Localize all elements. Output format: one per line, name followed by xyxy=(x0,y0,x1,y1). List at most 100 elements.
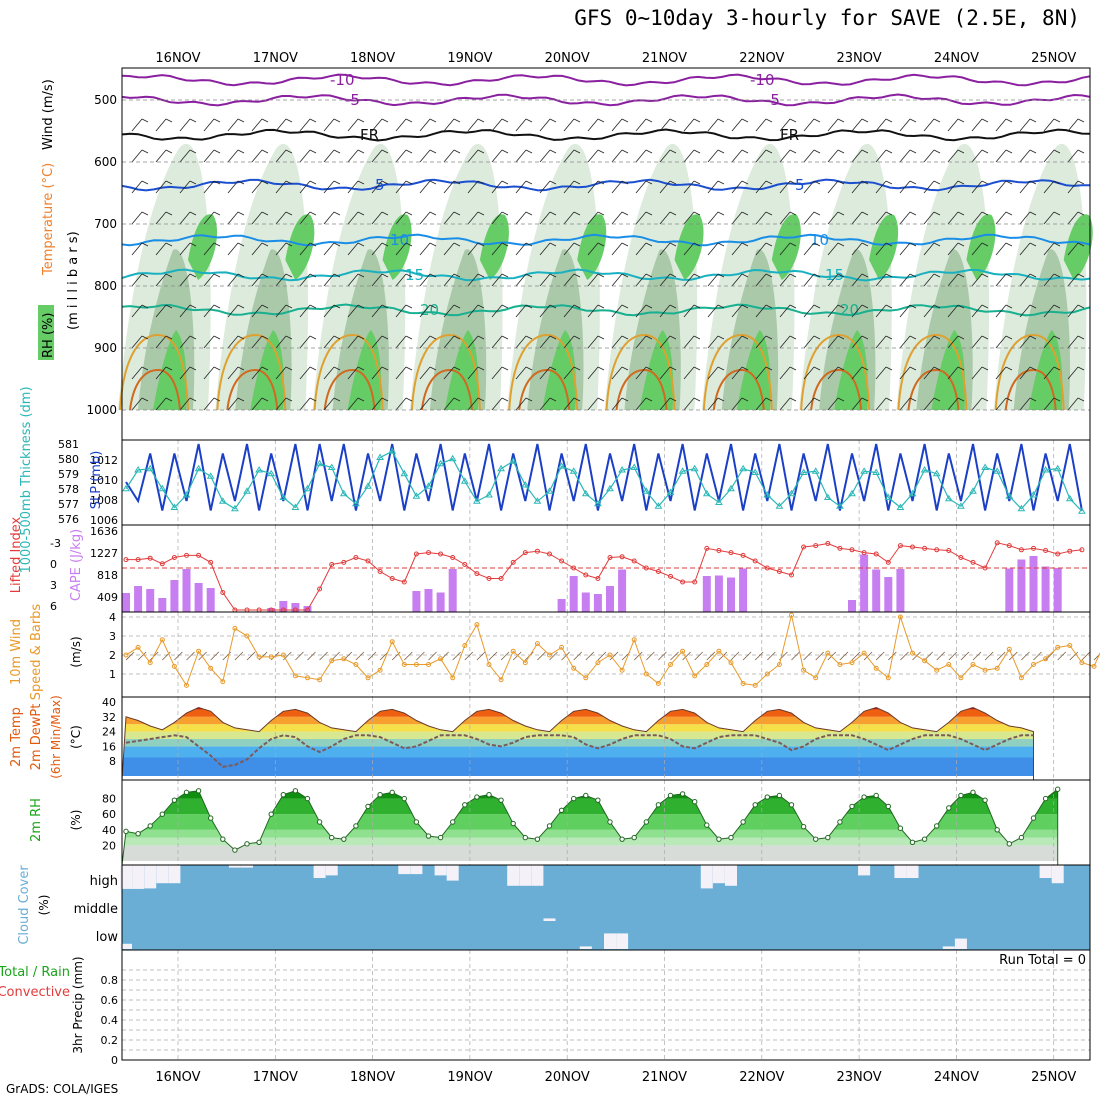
wind-speed-point xyxy=(946,662,952,667)
rh-tick-label: 60 xyxy=(102,808,116,821)
wind-barb xyxy=(597,335,605,340)
cloud-high-bar xyxy=(725,865,737,886)
wind-barb xyxy=(659,397,671,411)
rh-point xyxy=(1006,841,1012,847)
wind-barb xyxy=(861,242,869,247)
wind-barb xyxy=(1019,335,1031,349)
cape-bar xyxy=(279,601,288,612)
slp-tick-label: 1012 xyxy=(90,454,118,467)
wind-barb xyxy=(381,273,389,278)
wind-barb xyxy=(659,335,671,349)
wind-barb xyxy=(645,180,653,185)
wind-barb xyxy=(1053,397,1061,402)
cape-bar xyxy=(569,576,578,612)
precip-total-label: Total / Rain xyxy=(0,965,70,980)
wind-barb xyxy=(539,118,551,132)
wind-barb xyxy=(1067,149,1079,163)
wind-barb xyxy=(851,366,863,380)
wind-barb xyxy=(343,651,353,661)
wind-barb xyxy=(731,149,743,163)
wind-barb xyxy=(981,335,989,340)
thickness-point xyxy=(412,492,421,499)
wind-barb xyxy=(659,149,671,163)
wind-barb xyxy=(261,397,269,402)
wind-barb xyxy=(1033,651,1042,661)
lifted-index-point xyxy=(704,545,710,551)
wind-barb xyxy=(357,335,365,340)
wind-speed-point xyxy=(377,667,383,673)
rh-area xyxy=(674,214,704,280)
wind-barb xyxy=(251,273,263,287)
wind-speed-point xyxy=(184,682,189,688)
rh-point xyxy=(825,834,831,841)
wind-barb xyxy=(275,397,287,411)
lifted-index-point xyxy=(631,558,637,564)
thickness-tick-label: 576 xyxy=(58,513,79,526)
wind-barb xyxy=(141,242,149,247)
wind-barb xyxy=(477,397,485,402)
wind-barb xyxy=(251,242,263,256)
isotherm-label: 15 xyxy=(825,266,844,284)
wind-barb xyxy=(251,118,263,132)
rh-point xyxy=(595,797,601,803)
wind-barb xyxy=(765,273,773,278)
rh-label: RH (%) xyxy=(41,313,56,358)
wind-barb xyxy=(707,242,719,256)
precip-tick-label: 0.8 xyxy=(101,974,119,987)
wind-barb xyxy=(621,366,629,371)
rh-point xyxy=(546,823,553,829)
wind-barb xyxy=(299,149,311,163)
wind-barb xyxy=(1043,118,1055,132)
wind-speed-point xyxy=(764,671,770,677)
wind-barb xyxy=(947,211,959,225)
wind-barb xyxy=(395,366,407,380)
rh-point xyxy=(813,836,819,842)
wind-barb xyxy=(237,149,245,154)
wind-barb xyxy=(189,335,197,340)
wind-barb xyxy=(539,335,551,349)
wind-barb xyxy=(453,335,461,340)
wind-barb xyxy=(323,242,335,256)
rh-point xyxy=(171,797,178,803)
wind-barb xyxy=(1005,149,1013,154)
wind-barb xyxy=(573,180,581,185)
rh-point xyxy=(353,823,359,829)
slp-tick-label: 1010 xyxy=(90,474,118,487)
wind-barb xyxy=(837,335,845,340)
wind-barb xyxy=(203,335,215,349)
wind-barb xyxy=(875,651,885,661)
wind-barb xyxy=(899,397,911,411)
wind-barb xyxy=(355,651,365,661)
wind-barb xyxy=(1053,180,1061,185)
wind-barb xyxy=(957,180,965,185)
wind-barb xyxy=(694,651,703,661)
wind-barb xyxy=(717,180,725,185)
wind-barb xyxy=(246,651,256,661)
cape-bar xyxy=(448,569,457,612)
lifted-index-point xyxy=(668,573,673,579)
wind-speed-point xyxy=(1018,675,1024,681)
wind-barb xyxy=(285,242,293,247)
cloud-axis-label: Cloud Cover xyxy=(17,865,32,945)
wind-barb xyxy=(131,304,143,318)
wind-speed-point xyxy=(135,644,141,650)
wind-barb xyxy=(186,651,195,661)
temp-band xyxy=(122,739,1034,747)
wind-barb xyxy=(203,273,215,287)
rh-point xyxy=(292,788,299,794)
wind-barb xyxy=(467,149,479,163)
wind-barb xyxy=(885,366,893,371)
wind-barb xyxy=(467,273,479,287)
rh-tick-label: 80 xyxy=(102,793,116,806)
wind-speed-point xyxy=(861,650,867,656)
wind-barb xyxy=(1019,242,1031,256)
wind-barb xyxy=(717,211,725,216)
lifted-index-point xyxy=(135,557,141,563)
wind-barb xyxy=(587,242,599,256)
wind-speed-point xyxy=(704,662,710,667)
pressure-tick-label: 1000 xyxy=(86,403,117,417)
wind-speed-point xyxy=(631,637,637,643)
wind-barb xyxy=(645,304,653,309)
top-date-label: 24NOV xyxy=(934,51,979,66)
wind-barb xyxy=(1043,366,1055,380)
